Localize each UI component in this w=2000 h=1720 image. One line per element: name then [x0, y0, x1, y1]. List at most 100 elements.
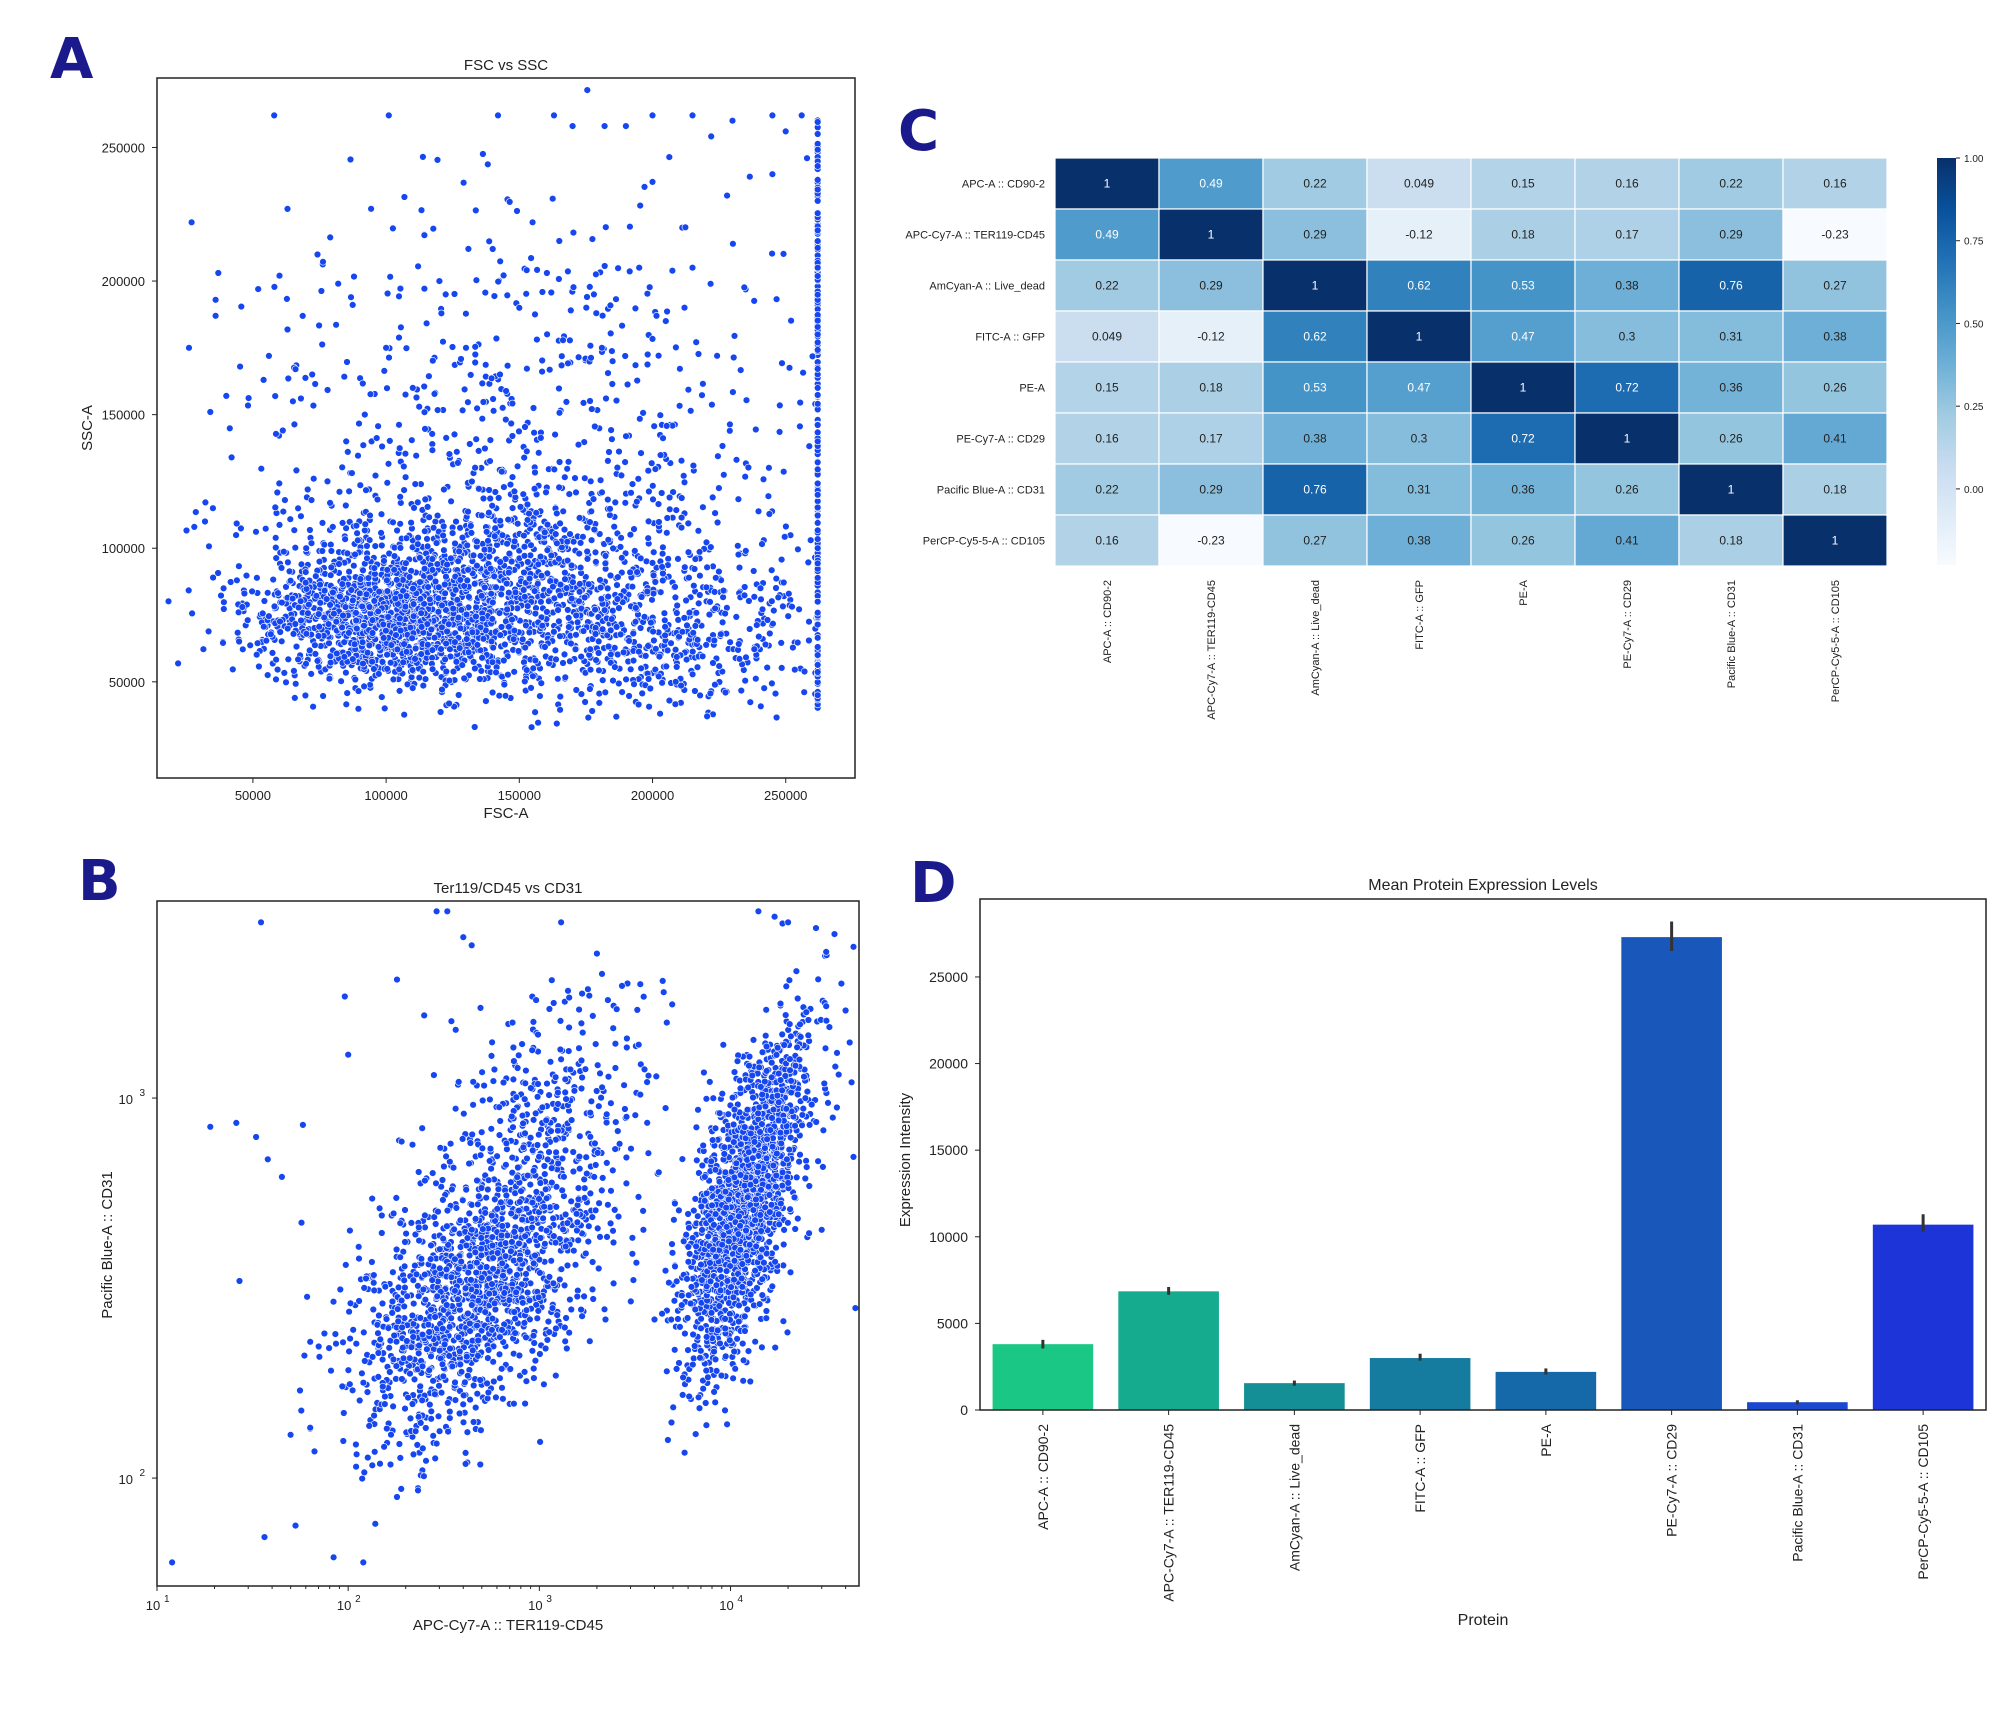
scatter-point — [451, 638, 459, 646]
scatter-point — [305, 600, 313, 609]
scatter-point — [399, 1354, 408, 1363]
scatter-point — [554, 675, 562, 683]
scatter-point — [240, 589, 249, 598]
scatter-point — [510, 1256, 518, 1265]
scatter-point — [561, 673, 569, 681]
scatter-point — [601, 688, 609, 696]
scatter-point — [378, 693, 386, 701]
scatter-point — [666, 505, 674, 513]
scatter-point — [453, 448, 461, 456]
scatter-point — [572, 611, 580, 620]
scatter-point — [492, 668, 500, 677]
scatter-point — [205, 542, 213, 550]
scatter-point — [813, 323, 822, 331]
scatter-point — [269, 575, 277, 584]
scatter-point — [351, 675, 359, 684]
scatter-point — [569, 228, 578, 237]
scatter-point — [461, 1378, 469, 1387]
scatter-point — [591, 422, 599, 431]
scatter-point — [778, 359, 786, 367]
scatter-point — [385, 1344, 393, 1352]
scatter-point — [552, 1324, 560, 1333]
scatter-point — [779, 468, 788, 476]
scatter-point — [797, 111, 806, 120]
scatter-point — [290, 526, 298, 534]
scatter-point — [297, 1406, 305, 1415]
scatter-point — [311, 380, 319, 388]
scatter-point — [612, 396, 621, 405]
scatter-point — [486, 457, 494, 465]
scatter-point — [648, 559, 657, 567]
scatter-point — [302, 544, 310, 552]
scatter-point — [318, 340, 326, 349]
scatter-point — [506, 198, 514, 206]
scatter-point — [418, 1330, 427, 1339]
scatter-point — [682, 596, 690, 605]
scatter-point — [219, 639, 227, 647]
scatter-point — [492, 334, 501, 343]
scatter-point — [491, 524, 499, 532]
scatter-point — [637, 593, 646, 601]
scatter-point — [536, 552, 545, 561]
scatter-point — [164, 597, 173, 605]
scatter-point — [673, 653, 681, 661]
scatter-point — [391, 594, 399, 603]
scatter-point — [484, 1346, 493, 1354]
scatter-point — [473, 1389, 481, 1398]
scatter-point — [497, 590, 505, 599]
scatter-point — [478, 511, 486, 520]
scatter-point — [383, 576, 391, 584]
scatter-point — [690, 565, 699, 573]
scatter-point — [641, 652, 650, 660]
panel-letter-d: D — [910, 851, 956, 916]
scatter-point — [301, 374, 310, 382]
scatter-point — [433, 560, 442, 568]
scatter-point — [575, 588, 584, 596]
scatter-point — [378, 442, 386, 451]
scatter-point — [688, 264, 697, 272]
scatter-point — [315, 1353, 324, 1361]
scatter-point — [371, 1448, 379, 1456]
scatter-point — [244, 401, 252, 410]
scatter-point — [613, 463, 622, 472]
scatter-point — [567, 594, 576, 603]
scatter-point — [563, 1344, 571, 1353]
scatter-point — [529, 404, 538, 412]
scatter-point — [530, 1374, 538, 1382]
scatter-point — [317, 287, 326, 295]
scatter-point — [596, 476, 605, 484]
scatter-point — [475, 485, 483, 493]
scatter-point — [715, 484, 723, 492]
scatter-point — [473, 561, 481, 570]
scatter-point — [259, 376, 268, 384]
scatter-point — [511, 1314, 519, 1323]
scatter-point — [404, 1393, 412, 1402]
x-tick-label: 200000 — [631, 788, 674, 803]
scatter-point — [464, 508, 472, 516]
scatter-point — [510, 626, 519, 635]
scatter-point — [437, 645, 445, 653]
scatter-point — [673, 601, 681, 610]
scatter-point — [393, 526, 401, 535]
scatter-point — [575, 549, 583, 558]
scatter-point — [614, 1212, 623, 1221]
scatter-point — [500, 680, 508, 689]
scatter-point — [813, 264, 822, 272]
scatter-point — [564, 359, 572, 367]
scatter-point — [401, 473, 410, 481]
scatter-point — [523, 602, 532, 610]
scatter-point — [495, 691, 503, 700]
scatter-point — [566, 530, 574, 538]
scatter-point — [631, 361, 640, 369]
scatter-point — [270, 602, 279, 611]
scatter-point — [543, 269, 551, 277]
scatter-point — [302, 585, 311, 593]
scatter-point — [510, 668, 518, 676]
scatter-point — [485, 486, 493, 494]
scatter-point — [381, 1392, 389, 1401]
scatter-point — [282, 678, 290, 686]
scatter-point — [314, 632, 323, 640]
scatter-point — [401, 602, 410, 611]
scatter-point — [283, 205, 292, 213]
scatter-point — [608, 347, 616, 355]
